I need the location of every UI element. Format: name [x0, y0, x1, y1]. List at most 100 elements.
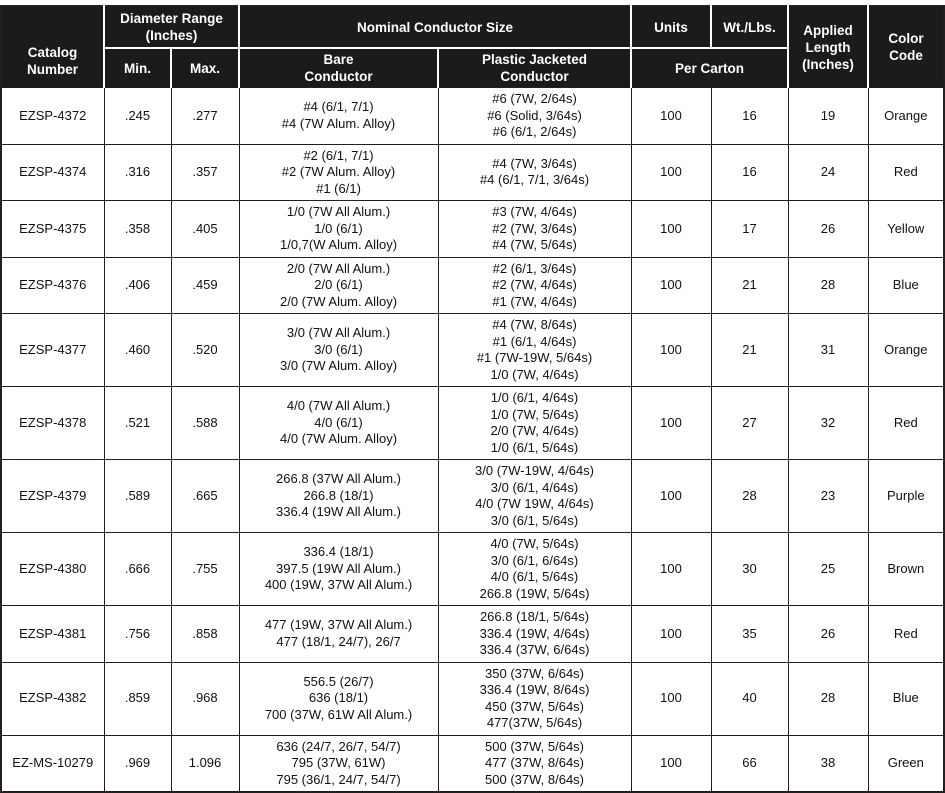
cell-applied-length: 24	[787, 143, 869, 201]
cell-max: .459	[170, 256, 240, 314]
cell-wt-lbs: 16	[710, 143, 789, 201]
cell-color-code: Red	[867, 605, 945, 663]
cell-catalog: EZSP-4376	[0, 256, 105, 314]
cell-wt-lbs: 17	[710, 200, 789, 258]
cell-applied-length: 28	[787, 256, 869, 314]
table-row: EZSP-4374 .316 .357 #2 (6/1, 7/1) #2 (7W…	[0, 143, 945, 201]
cell-color-code: Blue	[867, 256, 945, 314]
cell-units: 100	[630, 313, 712, 387]
cell-units: 100	[630, 605, 712, 663]
header-bare-conductor: Bare Conductor	[239, 48, 440, 88]
cell-max: .520	[170, 313, 240, 387]
cell-catalog: EZSP-4377	[0, 313, 105, 387]
cell-units: 100	[630, 734, 712, 793]
cell-max: .968	[170, 661, 240, 736]
cell-wt-lbs: 40	[710, 661, 789, 736]
cell-applied-length: 23	[787, 459, 869, 533]
header-units: Units	[631, 6, 713, 49]
cell-catalog: EZ-MS-10279	[0, 734, 105, 793]
cell-catalog: EZSP-4372	[0, 87, 105, 145]
header-diameter-range: Diameter Range (Inches)	[104, 6, 241, 49]
cell-color-code: Purple	[867, 459, 945, 533]
table-row: EZSP-4382 .859 .968 556.5 (26/7) 636 (18…	[0, 661, 945, 736]
cell-color-code: Yellow	[867, 200, 945, 258]
cell-wt-lbs: 66	[710, 734, 789, 793]
cell-bare-conductor: 477 (19W, 37W All Alum.) 477 (18/1, 24/7…	[238, 605, 439, 663]
cell-catalog: EZSP-4378	[0, 386, 105, 460]
cell-color-code: Orange	[867, 87, 945, 145]
cell-plastic-jacketed-conductor: 3/0 (7W-19W, 4/64s) 3/0 (6/1, 4/64s) 4/0…	[437, 459, 632, 533]
cell-wt-lbs: 30	[710, 532, 789, 606]
cell-color-code: Brown	[867, 532, 945, 606]
cell-bare-conductor: #2 (6/1, 7/1) #2 (7W Alum. Alloy) #1 (6/…	[238, 143, 439, 201]
cell-color-code: Red	[867, 143, 945, 201]
cell-wt-lbs: 35	[710, 605, 789, 663]
table-row: EZSP-4372 .245 .277 #4 (6/1, 7/1) #4 (7W…	[0, 87, 945, 145]
cell-min: .406	[103, 256, 172, 314]
table-row: EZSP-4377 .460 .520 3/0 (7W All Alum.) 3…	[0, 313, 945, 387]
table-header: Catalog Number Diameter Range (Inches) N…	[1, 6, 945, 88]
cell-applied-length: 32	[787, 386, 869, 460]
cell-plastic-jacketed-conductor: 4/0 (7W, 5/64s) 3/0 (6/1, 6/64s) 4/0 (6/…	[437, 532, 632, 606]
cell-bare-conductor: 556.5 (26/7) 636 (18/1) 700 (37W, 61W Al…	[238, 661, 439, 736]
cell-catalog: EZSP-4382	[0, 661, 105, 736]
cell-max: 1.096	[170, 734, 240, 793]
catalog-table: Catalog Number Diameter Range (Inches) N…	[0, 5, 945, 793]
cell-wt-lbs: 21	[710, 313, 789, 387]
header-catalog-number: Catalog Number	[1, 6, 105, 88]
table-row: EZSP-4379 .589 .665 266.8 (37W All Alum.…	[0, 459, 945, 533]
cell-units: 100	[630, 459, 712, 533]
cell-color-code: Orange	[867, 313, 945, 387]
cell-applied-length: 28	[787, 661, 869, 736]
cell-wt-lbs: 27	[710, 386, 789, 460]
cell-bare-conductor: #4 (6/1, 7/1) #4 (7W Alum. Alloy)	[238, 87, 439, 145]
cell-max: .755	[170, 532, 240, 606]
cell-max: .277	[170, 87, 240, 145]
cell-units: 100	[630, 661, 712, 736]
header-color-code: Color Code	[868, 6, 945, 88]
table-row: EZSP-4376 .406 .459 2/0 (7W All Alum.) 2…	[0, 256, 945, 314]
cell-plastic-jacketed-conductor: 350 (37W, 6/64s) 336.4 (19W, 8/64s) 450 …	[437, 661, 632, 736]
cell-catalog: EZSP-4380	[0, 532, 105, 606]
cell-bare-conductor: 3/0 (7W All Alum.) 3/0 (6/1) 3/0 (7W Alu…	[238, 313, 439, 387]
cell-units: 100	[630, 143, 712, 201]
cell-bare-conductor: 4/0 (7W All Alum.) 4/0 (6/1) 4/0 (7W Alu…	[238, 386, 439, 460]
cell-applied-length: 26	[787, 605, 869, 663]
header-applied-length: Applied Length (Inches)	[788, 6, 870, 88]
cell-bare-conductor: 636 (24/7, 26/7, 54/7) 795 (37W, 61W) 79…	[238, 734, 439, 793]
cell-plastic-jacketed-conductor: 1/0 (6/1, 4/64s) 1/0 (7W, 5/64s) 2/0 (7W…	[437, 386, 632, 460]
header-max: Max.	[171, 48, 241, 88]
header-min: Min.	[104, 48, 172, 88]
cell-catalog: EZSP-4374	[0, 143, 105, 201]
cell-min: .859	[103, 661, 172, 736]
cell-bare-conductor: 266.8 (37W All Alum.) 266.8 (18/1) 336.4…	[238, 459, 439, 533]
cell-min: .316	[103, 143, 172, 201]
header-nominal-conductor-size: Nominal Conductor Size	[239, 6, 633, 49]
cell-applied-length: 19	[787, 87, 869, 145]
cell-max: .357	[170, 143, 240, 201]
table-row: EZSP-4380 .666 .755 336.4 (18/1) 397.5 (…	[0, 532, 945, 606]
cell-bare-conductor: 336.4 (18/1) 397.5 (19W All Alum.) 400 (…	[238, 532, 439, 606]
cell-plastic-jacketed-conductor: #6 (7W, 2/64s) #6 (Solid, 3/64s) #6 (6/1…	[437, 87, 632, 145]
cell-catalog: EZSP-4381	[0, 605, 105, 663]
cell-applied-length: 38	[787, 734, 869, 793]
cell-plastic-jacketed-conductor: #4 (7W, 8/64s) #1 (6/1, 4/64s) #1 (7W-19…	[437, 313, 632, 387]
cell-min: .589	[103, 459, 172, 533]
cell-min: .460	[103, 313, 172, 387]
cell-units: 100	[630, 200, 712, 258]
cell-wt-lbs: 16	[710, 87, 789, 145]
cell-min: .969	[103, 734, 172, 793]
cell-units: 100	[630, 386, 712, 460]
cell-min: .666	[103, 532, 172, 606]
cell-color-code: Red	[867, 386, 945, 460]
cell-min: .521	[103, 386, 172, 460]
cell-catalog: EZSP-4379	[0, 459, 105, 533]
cell-catalog: EZSP-4375	[0, 200, 105, 258]
cell-applied-length: 31	[787, 313, 869, 387]
table-row: EZSP-4378 .521 .588 4/0 (7W All Alum.) 4…	[0, 386, 945, 460]
cell-min: .756	[103, 605, 172, 663]
cell-plastic-jacketed-conductor: 500 (37W, 5/64s) 477 (37W, 8/64s) 500 (3…	[437, 734, 632, 793]
cell-units: 100	[630, 256, 712, 314]
cell-color-code: Blue	[867, 661, 945, 736]
